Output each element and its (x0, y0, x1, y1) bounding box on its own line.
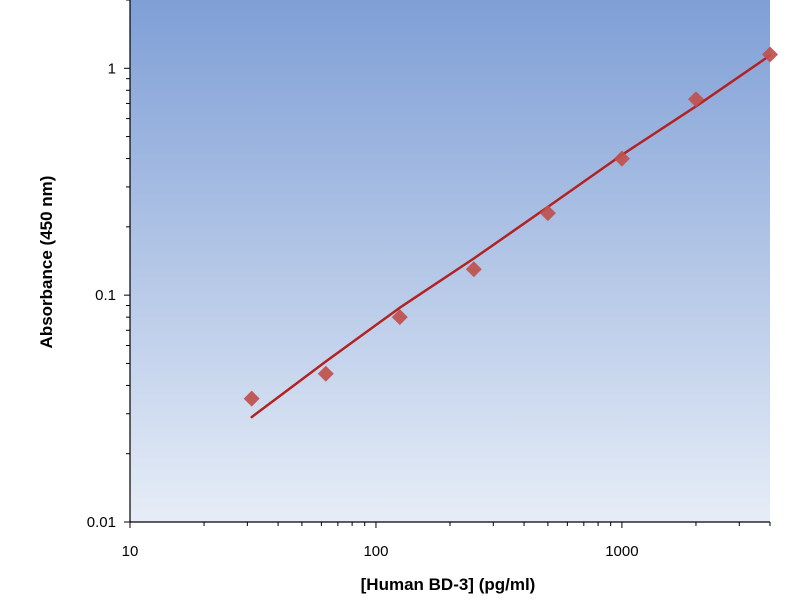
data-point (465, 261, 482, 278)
data-point (317, 365, 334, 382)
data-point (613, 150, 630, 167)
y-tick-label: 0.1 (95, 287, 116, 304)
y-tick-label: 0.01 (87, 514, 116, 531)
y-tick-label: 1 (108, 60, 116, 77)
x-tick-label: 100 (363, 543, 388, 560)
points-layer (243, 46, 778, 407)
data-point (762, 46, 778, 63)
x-tick-label: 10 (122, 543, 139, 560)
fit-line (250, 54, 772, 419)
ticks: 10 100 1000 0.01 0.1 1 (87, 0, 771, 560)
data-point (539, 205, 556, 222)
plot-area (130, 0, 770, 522)
y-axis-title: Absorbance (450 nm) (37, 176, 56, 349)
data-point (688, 91, 704, 108)
data-point (391, 309, 408, 326)
data-point (243, 390, 260, 407)
x-axis-title: [Human BD-3] (pg/ml) (361, 575, 536, 594)
x-tick-label: 1000 (605, 543, 638, 560)
fit-line-layer (250, 54, 772, 419)
